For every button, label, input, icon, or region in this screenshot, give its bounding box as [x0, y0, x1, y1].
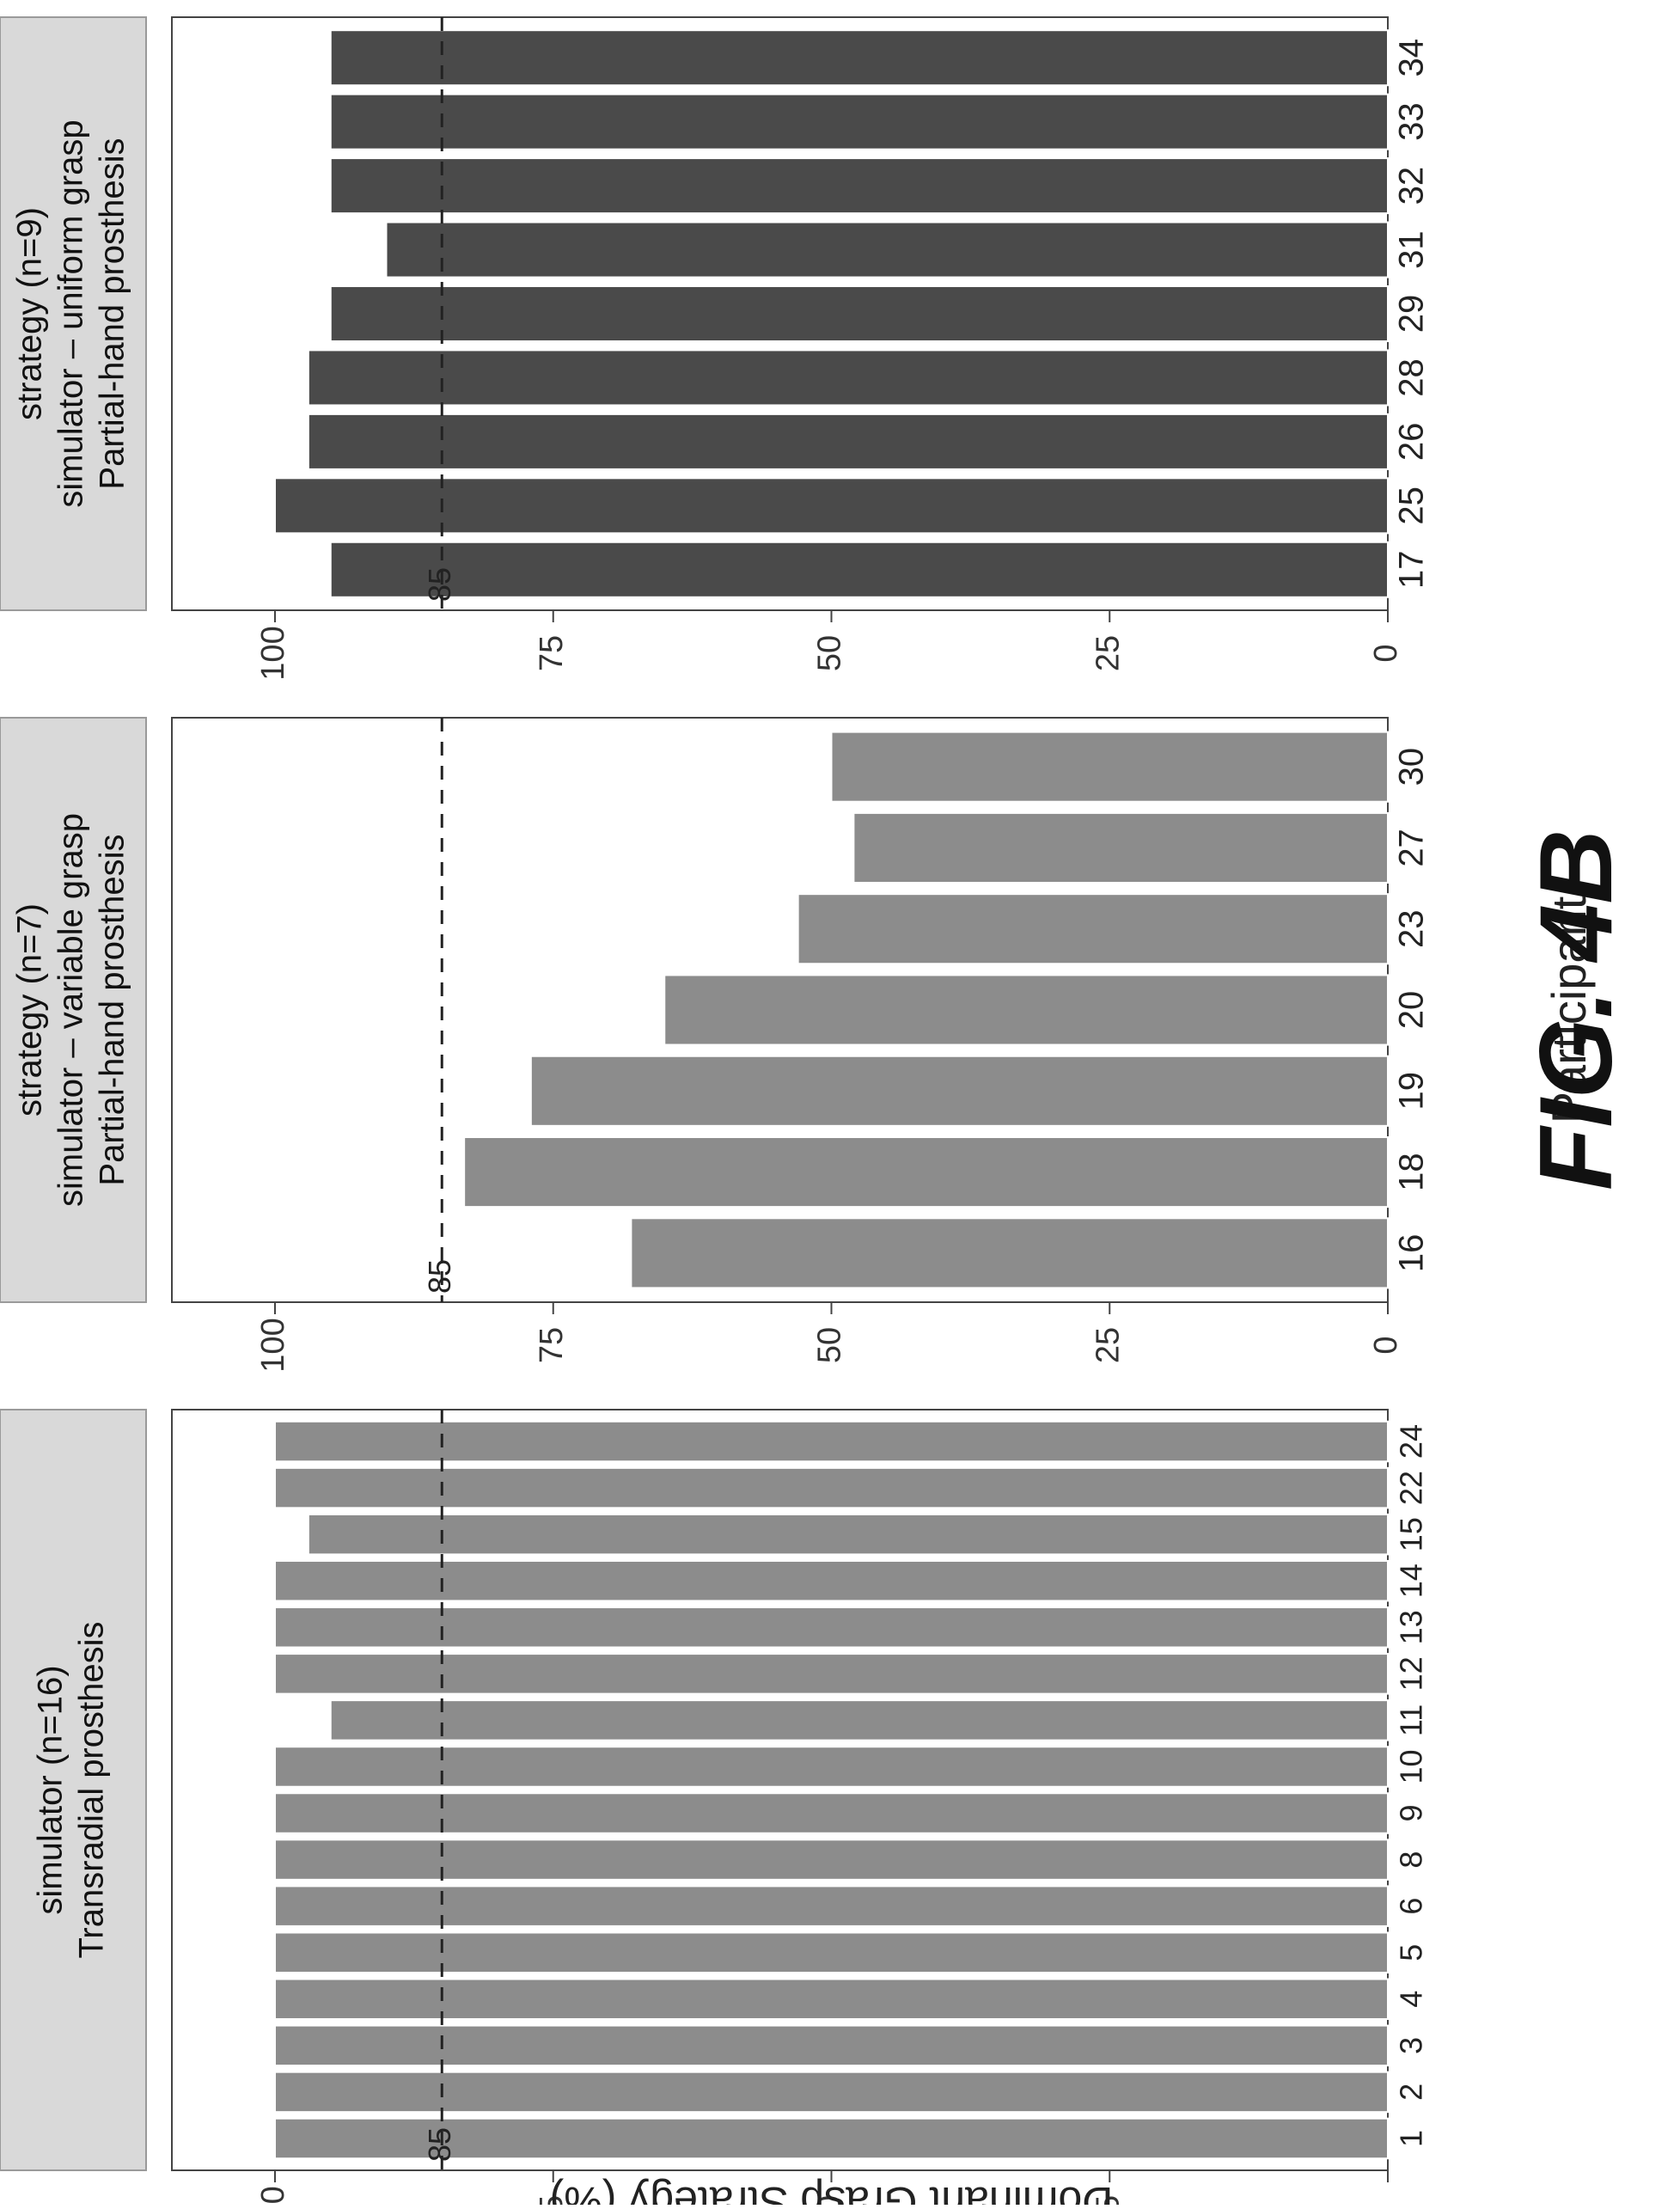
bar-27	[852, 811, 1389, 884]
y-tick-label: 75	[534, 635, 570, 671]
panel-title-line: Transradial prosthesis	[73, 1621, 111, 1958]
category-label: 9	[1394, 1805, 1429, 1822]
category-label: 28	[1393, 358, 1431, 397]
reference-label: 85	[422, 567, 457, 602]
category-label: 17	[1393, 551, 1431, 590]
bar-5	[274, 1931, 1389, 1973]
bar-13	[274, 1606, 1389, 1649]
plot-frame	[171, 1409, 1389, 2171]
bar-18	[463, 1136, 1389, 1209]
bar-33	[329, 93, 1389, 150]
category-label: 20	[1393, 991, 1431, 1030]
y-tick-label: 50	[812, 1327, 848, 1363]
bar-3	[274, 2024, 1389, 2067]
y-tick-label: 0	[1368, 644, 1404, 662]
y-axis-title: Dominant Grasp Strategy (%)	[550, 2178, 1114, 2205]
panel-strip	[0, 1409, 147, 2171]
category-label: 12	[1394, 1656, 1429, 1691]
category-label: 22	[1394, 1471, 1429, 1505]
panel-title-line: strategy (n=7)	[11, 903, 49, 1117]
bar-6	[274, 1885, 1389, 1927]
y-tick-label: 50	[812, 635, 848, 671]
category-label: 6	[1394, 1898, 1429, 1915]
panel-title-line: simulator – variable grasp	[52, 813, 90, 1207]
category-label: 8	[1394, 1851, 1429, 1869]
category-label: 34	[1393, 39, 1431, 77]
y-tick-label: 100	[255, 626, 291, 680]
figure-label: FIG. 4B	[1518, 829, 1634, 1190]
bar-16	[630, 1217, 1389, 1289]
bar-26	[307, 413, 1389, 470]
panel-title-line: strategy (n=9)	[11, 207, 49, 420]
bar-15	[307, 1513, 1389, 1556]
category-label: 25	[1393, 486, 1431, 525]
category-label: 3	[1394, 2037, 1429, 2054]
bar-10	[274, 1746, 1389, 1788]
category-label: 15	[1394, 1517, 1429, 1551]
category-label: 16	[1393, 1234, 1431, 1273]
reference-label: 85	[422, 1259, 457, 1294]
category-label: 13	[1394, 1610, 1429, 1644]
bar-11	[329, 1699, 1389, 1741]
y-tick-label: 75	[534, 1327, 570, 1363]
bar-24	[274, 1420, 1389, 1463]
reference-label: 85	[422, 2127, 457, 2162]
bar-23	[797, 893, 1389, 965]
bar-1	[274, 2117, 1389, 2160]
bar-32	[329, 157, 1389, 215]
category-label: 26	[1393, 423, 1431, 462]
bar-22	[274, 1466, 1389, 1509]
category-label: 5	[1394, 1944, 1429, 1961]
category-label: 10	[1394, 1749, 1429, 1784]
category-label: 19	[1393, 1072, 1431, 1111]
panel-strip	[0, 717, 147, 1303]
category-label: 27	[1393, 829, 1431, 867]
bar-9	[274, 1792, 1389, 1834]
category-label: 14	[1394, 1563, 1429, 1598]
y-tick-label: 100	[255, 2186, 291, 2205]
bar-28	[307, 349, 1389, 407]
bar-34	[329, 29, 1389, 87]
bar-19	[529, 1055, 1389, 1127]
bar-30	[830, 731, 1389, 803]
panel-title-line: simulator – uniform grasp	[52, 119, 90, 507]
bar-2	[274, 2071, 1389, 2114]
bar-17	[329, 541, 1389, 598]
panel-title-line: simulator (n=16)	[32, 1665, 70, 1914]
y-tick-label: 0	[1368, 1336, 1404, 1354]
y-tick-label: 25	[1090, 1327, 1126, 1363]
x-axis-title: Participant	[1542, 896, 1596, 1123]
bar-8	[274, 1839, 1389, 1881]
bar-14	[274, 1559, 1389, 1602]
category-label: 23	[1393, 909, 1431, 948]
bar-20	[663, 974, 1389, 1046]
bar-4	[274, 1978, 1389, 2021]
category-label: 11	[1394, 1704, 1429, 1736]
category-label: 30	[1393, 748, 1431, 786]
panel-title-line: Partial-hand prosthesis	[94, 834, 131, 1185]
panel-title-line: Partial-hand prosthesis	[94, 138, 131, 489]
panel-strip	[0, 16, 147, 611]
category-label: 31	[1393, 230, 1431, 269]
category-label: 2	[1394, 2084, 1429, 2101]
y-tick-label: 25	[1090, 635, 1126, 671]
category-label: 4	[1394, 1991, 1429, 2008]
bar-12	[274, 1653, 1389, 1695]
category-label: 1	[1394, 2130, 1429, 2147]
category-label: 33	[1393, 102, 1431, 141]
bar-25	[274, 477, 1389, 535]
category-label: 29	[1393, 295, 1431, 333]
category-label: 18	[1393, 1153, 1431, 1191]
bar-31	[385, 221, 1389, 278]
y-tick-label: 100	[255, 1318, 291, 1372]
bar-29	[329, 285, 1389, 343]
category-label: 32	[1393, 167, 1431, 205]
category-label: 24	[1394, 1424, 1429, 1459]
